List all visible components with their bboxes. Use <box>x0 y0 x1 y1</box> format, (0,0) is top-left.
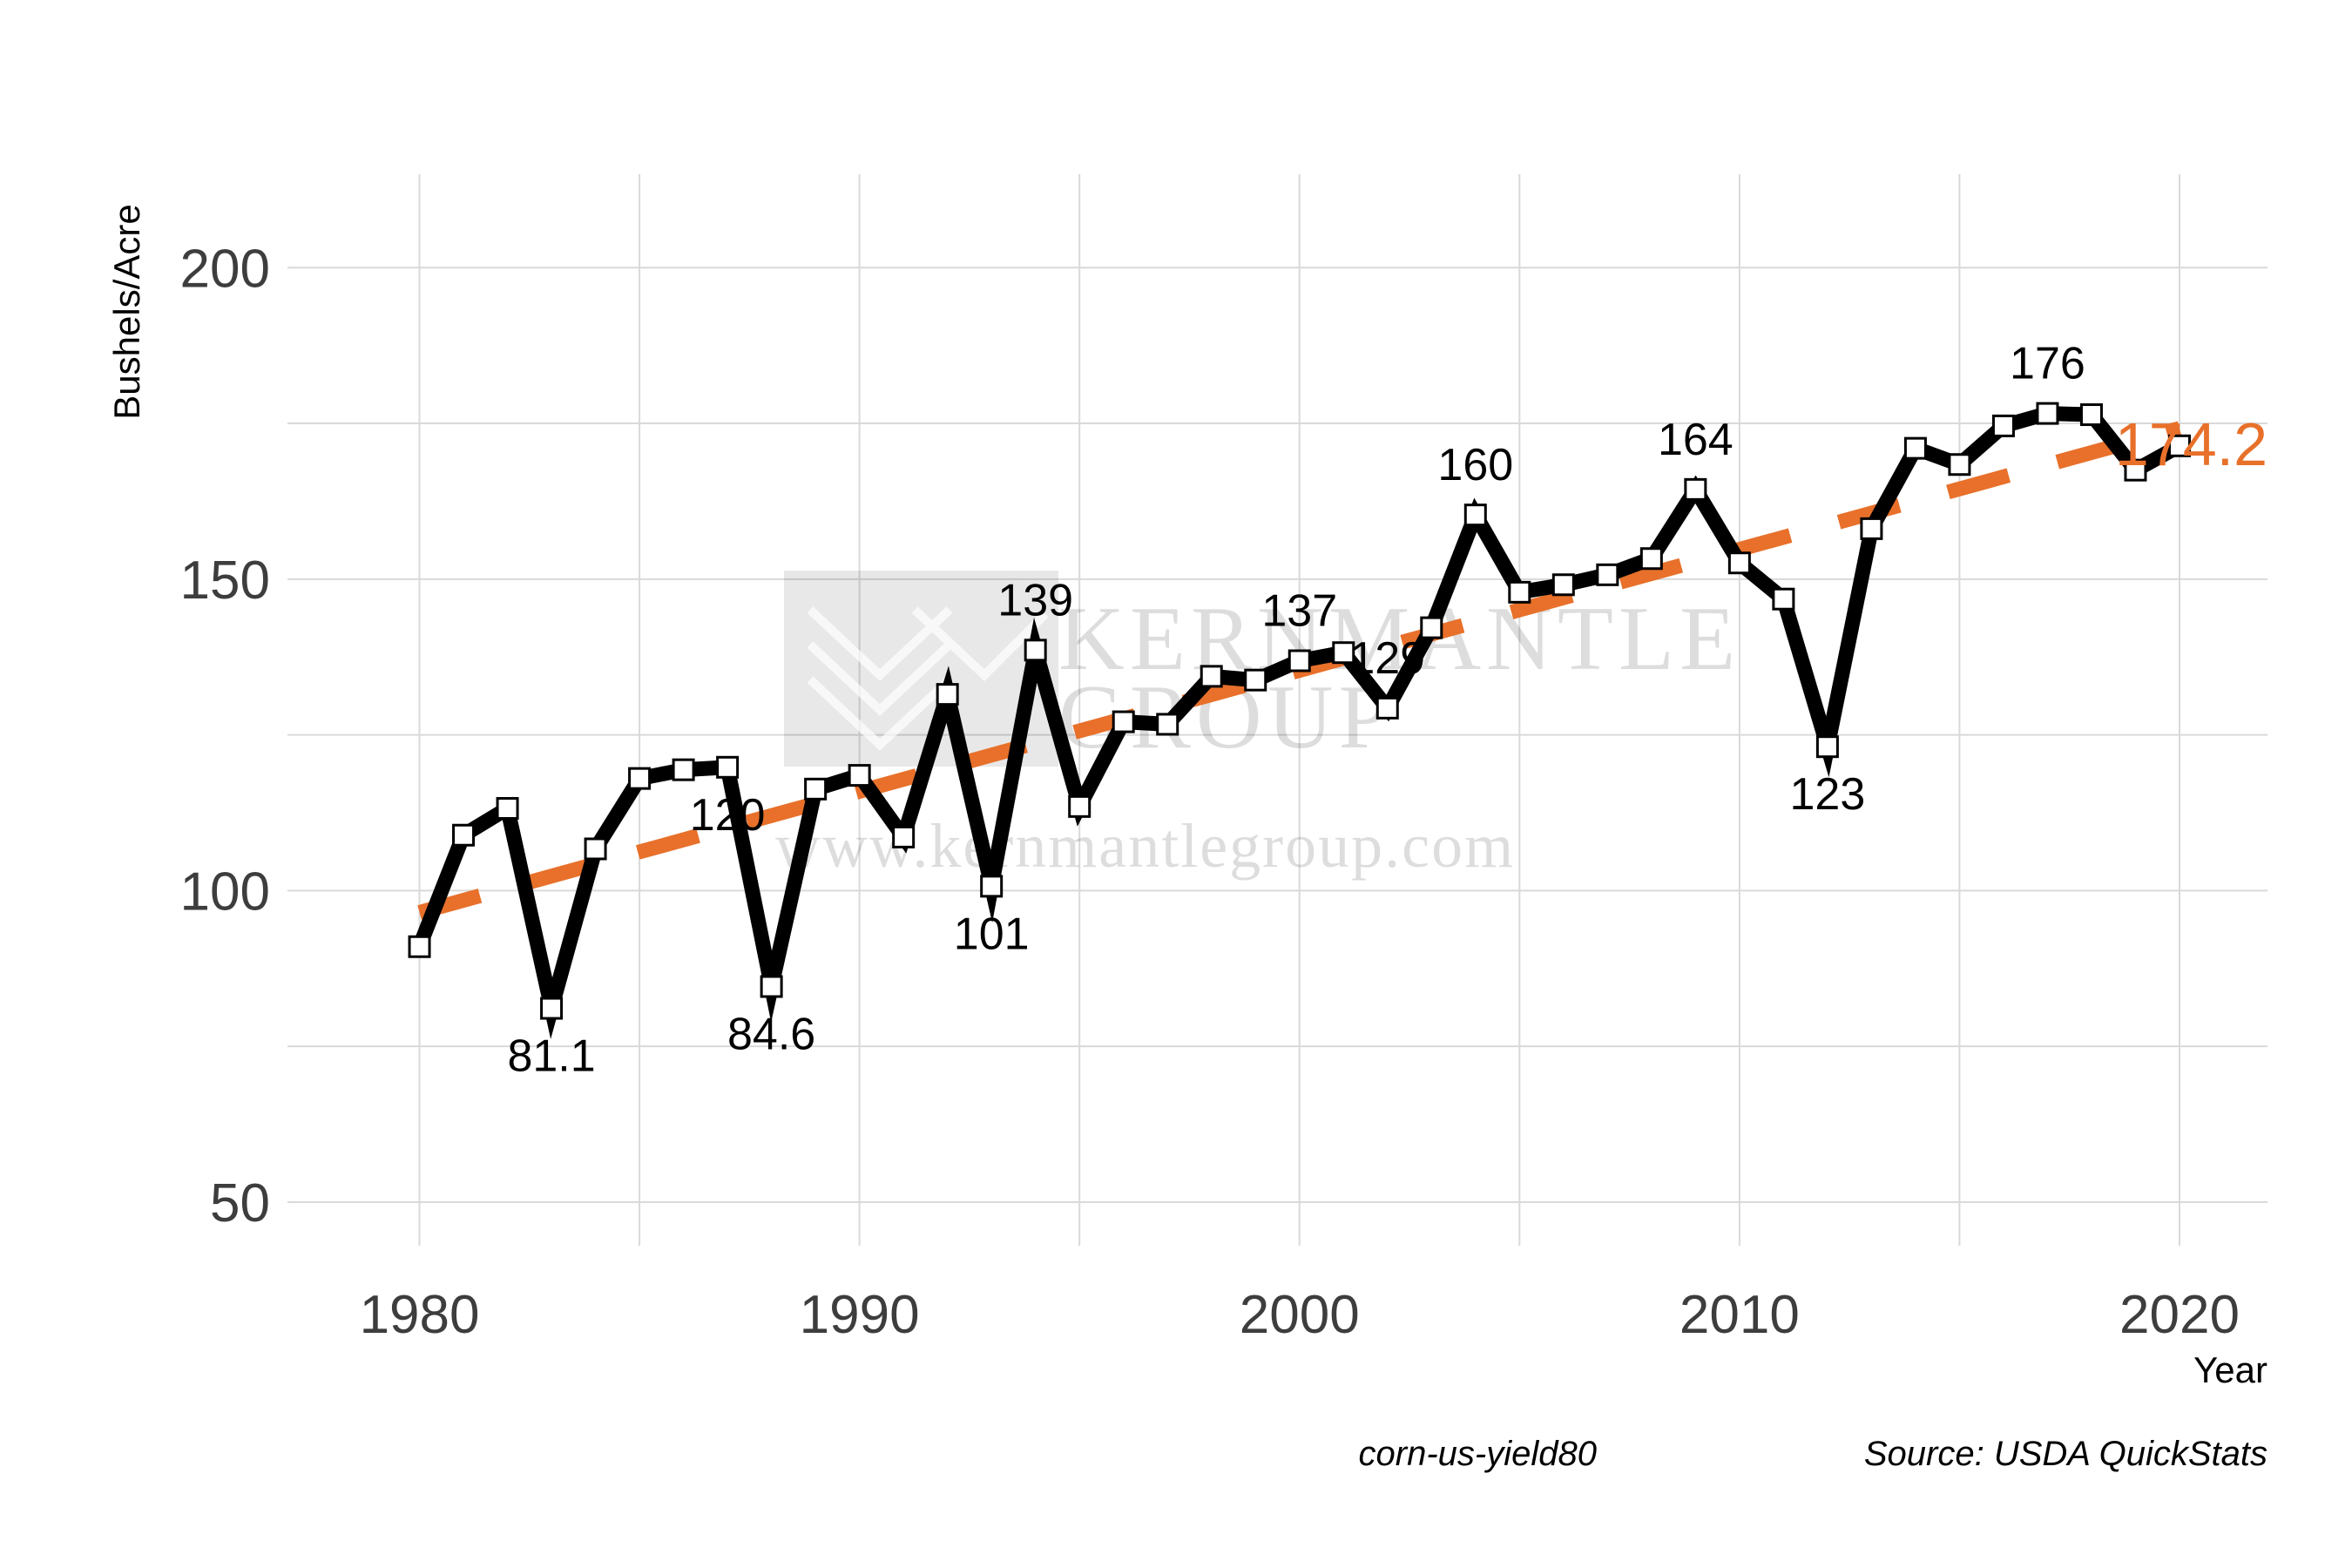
data-point-marker <box>760 975 783 998</box>
data-point-marker <box>1551 573 1575 597</box>
x-tick-label: 2020 <box>2119 1285 2240 1345</box>
x-axis-title: Year <box>2193 1349 2268 1390</box>
data-point-marker <box>848 764 871 787</box>
data-point-marker <box>584 837 607 861</box>
watermark-logo-icon <box>807 606 1049 751</box>
data-point-marker <box>1815 735 1839 759</box>
data-label: 120 <box>690 790 766 841</box>
watermark: KERNMANTLE GROUP www.kernmantlegroup.com <box>775 571 1740 881</box>
data-point-marker <box>1991 414 2015 437</box>
data-point-marker <box>1112 710 1135 733</box>
watermark-company-name: KERNMANTLE <box>1058 587 1740 689</box>
data-point-marker <box>1596 563 1619 586</box>
axes: 1980 1990 2000 2010 2020 50 100 150 200 <box>180 239 2240 1345</box>
series <box>408 402 2191 1039</box>
data-point-marker <box>1024 639 1047 662</box>
data-point-marker <box>628 767 652 790</box>
data-point-marker <box>2036 402 2059 425</box>
data-point-marker <box>1200 665 1223 688</box>
caption-source: Source: USDA QuickStats <box>1864 1435 2268 1473</box>
data-point-marker <box>408 935 431 958</box>
data-point-marker <box>1156 713 1179 736</box>
trend-end-label: 174.2 <box>2115 410 2268 478</box>
data-point-marker <box>716 755 740 779</box>
data-label: 139 <box>997 575 1073 625</box>
x-tick-label: 1990 <box>800 1285 920 1345</box>
x-tick-label: 2000 <box>1240 1285 1360 1345</box>
data-point-marker <box>496 796 519 820</box>
data-point-marker <box>892 825 916 848</box>
data-point-marker <box>1903 436 1927 460</box>
data-label: 129 <box>1349 633 1425 684</box>
y-tick-label: 100 <box>180 862 270 922</box>
data-label: 123 <box>1790 769 1866 820</box>
data-point-marker <box>1727 551 1751 575</box>
data-point-marker <box>452 823 476 847</box>
data-label: 176 <box>2010 339 2085 389</box>
data-point-marker <box>2079 403 2103 427</box>
data-label: 81.1 <box>507 1031 595 1082</box>
data-label: 164 <box>1658 415 1734 465</box>
data-label: 137 <box>1261 586 1337 637</box>
data-point-marker <box>1068 794 1092 818</box>
data-point-marker <box>672 758 695 781</box>
data-point-marker <box>2124 458 2147 482</box>
data-point-marker <box>1772 587 1795 611</box>
data-point-marker <box>540 997 564 1020</box>
x-tick-label: 1980 <box>360 1285 480 1345</box>
data-label: 84.6 <box>727 1010 815 1060</box>
caption-chart-id: corn-us-yield80 <box>1359 1435 1597 1473</box>
y-axis-title: Bushels/Acre <box>106 204 147 419</box>
data-point-marker <box>1244 668 1267 692</box>
data-point-marker <box>1375 696 1399 720</box>
y-tick-label: 50 <box>210 1173 270 1233</box>
data-point-marker <box>1463 504 1487 527</box>
grid-lines <box>287 174 2268 1246</box>
data-point-marker <box>1684 477 1707 501</box>
data-point-marker <box>1860 517 1883 540</box>
y-tick-label: 150 <box>180 551 270 611</box>
data-point-marker <box>1948 453 1971 476</box>
data-point-marker <box>1420 616 1443 639</box>
data-point-marker <box>1332 641 1355 665</box>
data-point-marker <box>804 777 828 801</box>
data-point-marker <box>980 875 1004 898</box>
data-label: 101 <box>954 909 1030 959</box>
y-tick-label: 200 <box>180 239 270 299</box>
data-label: 160 <box>1437 440 1513 490</box>
data-point-marker <box>2167 434 2191 457</box>
data-point-marker <box>1508 580 1531 604</box>
data-point-marker <box>936 683 959 706</box>
data-point-marker <box>1288 649 1311 672</box>
data-point-marker <box>1639 547 1663 571</box>
x-tick-label: 2010 <box>1680 1285 1800 1345</box>
